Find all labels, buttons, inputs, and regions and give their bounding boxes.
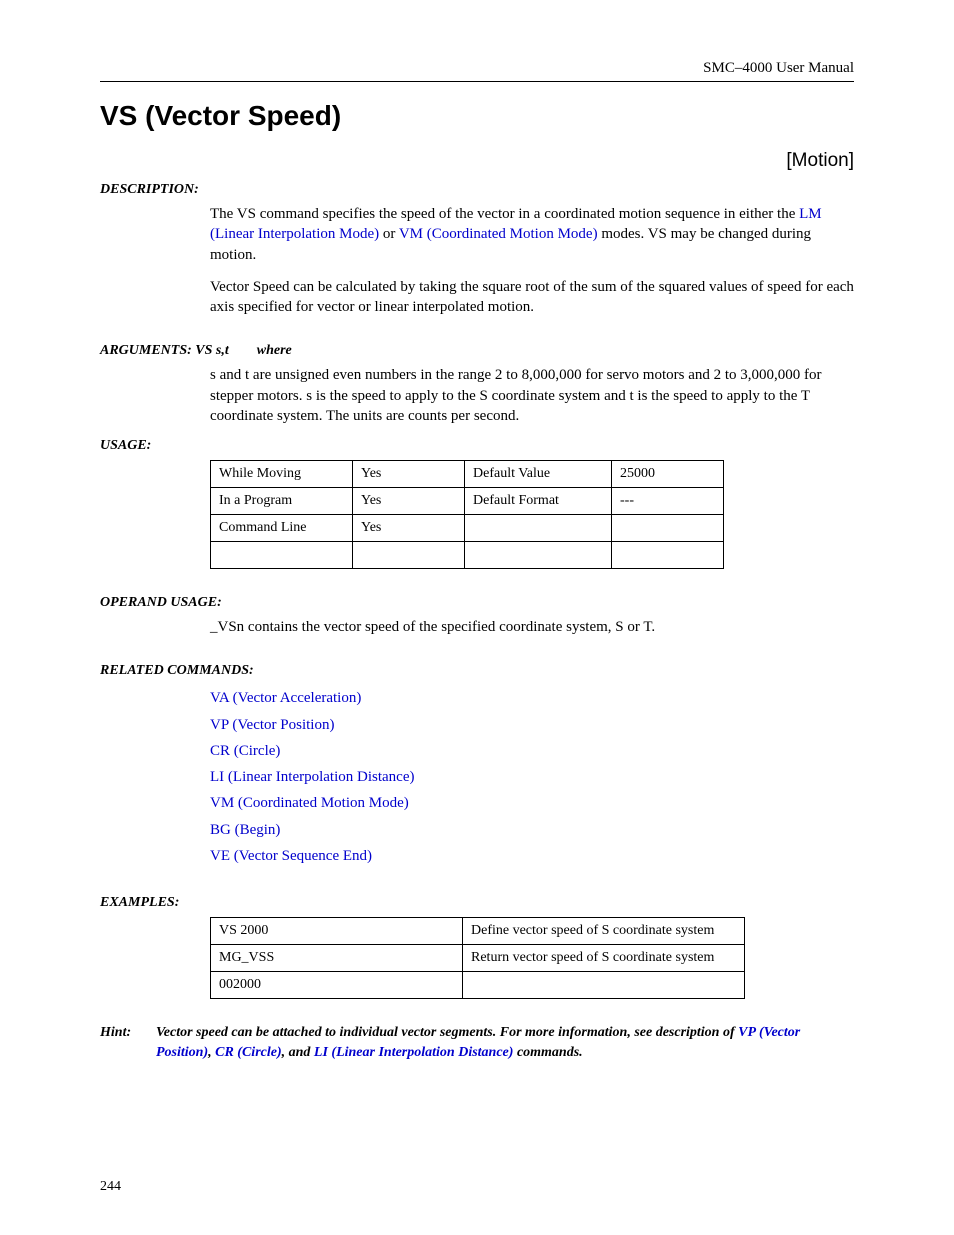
operand-text: _VSn contains the vector speed of the sp…: [210, 617, 854, 637]
example-cell: Return vector speed of S coordinate syst…: [463, 945, 745, 972]
arguments-label: ARGUMENTS: VS s,t where: [100, 343, 854, 359]
examples-table: VS 2000 Define vector speed of S coordin…: [210, 917, 745, 999]
table-row: VS 2000 Define vector speed of S coordin…: [211, 918, 745, 945]
table-row: While Moving Yes Default Value 25000: [211, 461, 724, 488]
usage-cell: [353, 542, 465, 569]
table-row: 002000: [211, 972, 745, 999]
usage-cell: [211, 542, 353, 569]
table-row: In a Program Yes Default Format ---: [211, 488, 724, 515]
related-link[interactable]: VA (Vector Acceleration): [210, 690, 361, 706]
example-cell: [463, 972, 745, 999]
hint-body: Vector speed can be attached to individu…: [156, 1023, 854, 1062]
hint-post: commands.: [513, 1045, 582, 1060]
example-cell: Define vector speed of S coordinate syst…: [463, 918, 745, 945]
desc-p1-pre: The VS command specifies the speed of th…: [210, 206, 799, 222]
example-cell: MG_VSS: [211, 945, 463, 972]
usage-cell: Command Line: [211, 515, 353, 542]
related-link[interactable]: LI (Linear Interpolation Distance): [210, 769, 415, 785]
related-link[interactable]: BG (Begin): [210, 822, 280, 838]
related-commands-list: VA (Vector Acceleration) VP (Vector Posi…: [210, 685, 854, 869]
header-manual-title: SMC–4000 User Manual: [100, 60, 854, 82]
related-label: RELATED COMMANDS:: [100, 663, 854, 679]
category-label: [Motion]: [100, 150, 854, 172]
hint-pre: Vector speed can be attached to individu…: [156, 1025, 738, 1040]
hint-link-li[interactable]: LI (Linear Interpolation Distance): [314, 1045, 514, 1060]
document-page: SMC–4000 User Manual VS (Vector Speed) […: [0, 0, 954, 1235]
usage-cell: Default Format: [465, 488, 612, 515]
usage-cell: Default Value: [465, 461, 612, 488]
usage-cell: [465, 542, 612, 569]
examples-label: EXAMPLES:: [100, 895, 854, 911]
usage-table: While Moving Yes Default Value 25000 In …: [210, 460, 724, 569]
arguments-text: s and t are unsigned even numbers in the…: [210, 365, 854, 426]
usage-cell: In a Program: [211, 488, 353, 515]
usage-cell: ---: [612, 488, 724, 515]
desc-p1-mid: or: [379, 226, 399, 242]
table-row: [211, 542, 724, 569]
link-vm[interactable]: VM (Coordinated Motion Mode): [399, 226, 598, 242]
usage-cell: [612, 515, 724, 542]
example-cell: VS 2000: [211, 918, 463, 945]
table-row: Command Line Yes: [211, 515, 724, 542]
usage-cell: Yes: [353, 488, 465, 515]
related-link[interactable]: VM (Coordinated Motion Mode): [210, 795, 409, 811]
example-cell: 002000: [211, 972, 463, 999]
operand-label: OPERAND USAGE:: [100, 595, 854, 611]
description-paragraph-2: Vector Speed can be calculated by taking…: [210, 277, 854, 318]
hint-block: Hint: Vector speed can be attached to in…: [100, 1023, 854, 1062]
hint-link-cr[interactable]: CR (Circle): [215, 1045, 282, 1060]
usage-cell: Yes: [353, 461, 465, 488]
page-number: 244: [100, 1179, 121, 1195]
description-paragraph-1: The VS command specifies the speed of th…: [210, 204, 854, 265]
related-link[interactable]: VE (Vector Sequence End): [210, 848, 372, 864]
hint-label: Hint:: [100, 1023, 156, 1062]
usage-label: USAGE:: [100, 438, 854, 454]
usage-cell: [612, 542, 724, 569]
related-link[interactable]: VP (Vector Position): [210, 717, 334, 733]
usage-cell: While Moving: [211, 461, 353, 488]
hint-mid2: , and: [282, 1045, 314, 1060]
related-link[interactable]: CR (Circle): [210, 743, 280, 759]
description-label: DESCRIPTION:: [100, 182, 854, 198]
usage-cell: [465, 515, 612, 542]
usage-cell: Yes: [353, 515, 465, 542]
usage-cell: 25000: [612, 461, 724, 488]
table-row: MG_VSS Return vector speed of S coordina…: [211, 945, 745, 972]
page-title: VS (Vector Speed): [100, 100, 854, 132]
